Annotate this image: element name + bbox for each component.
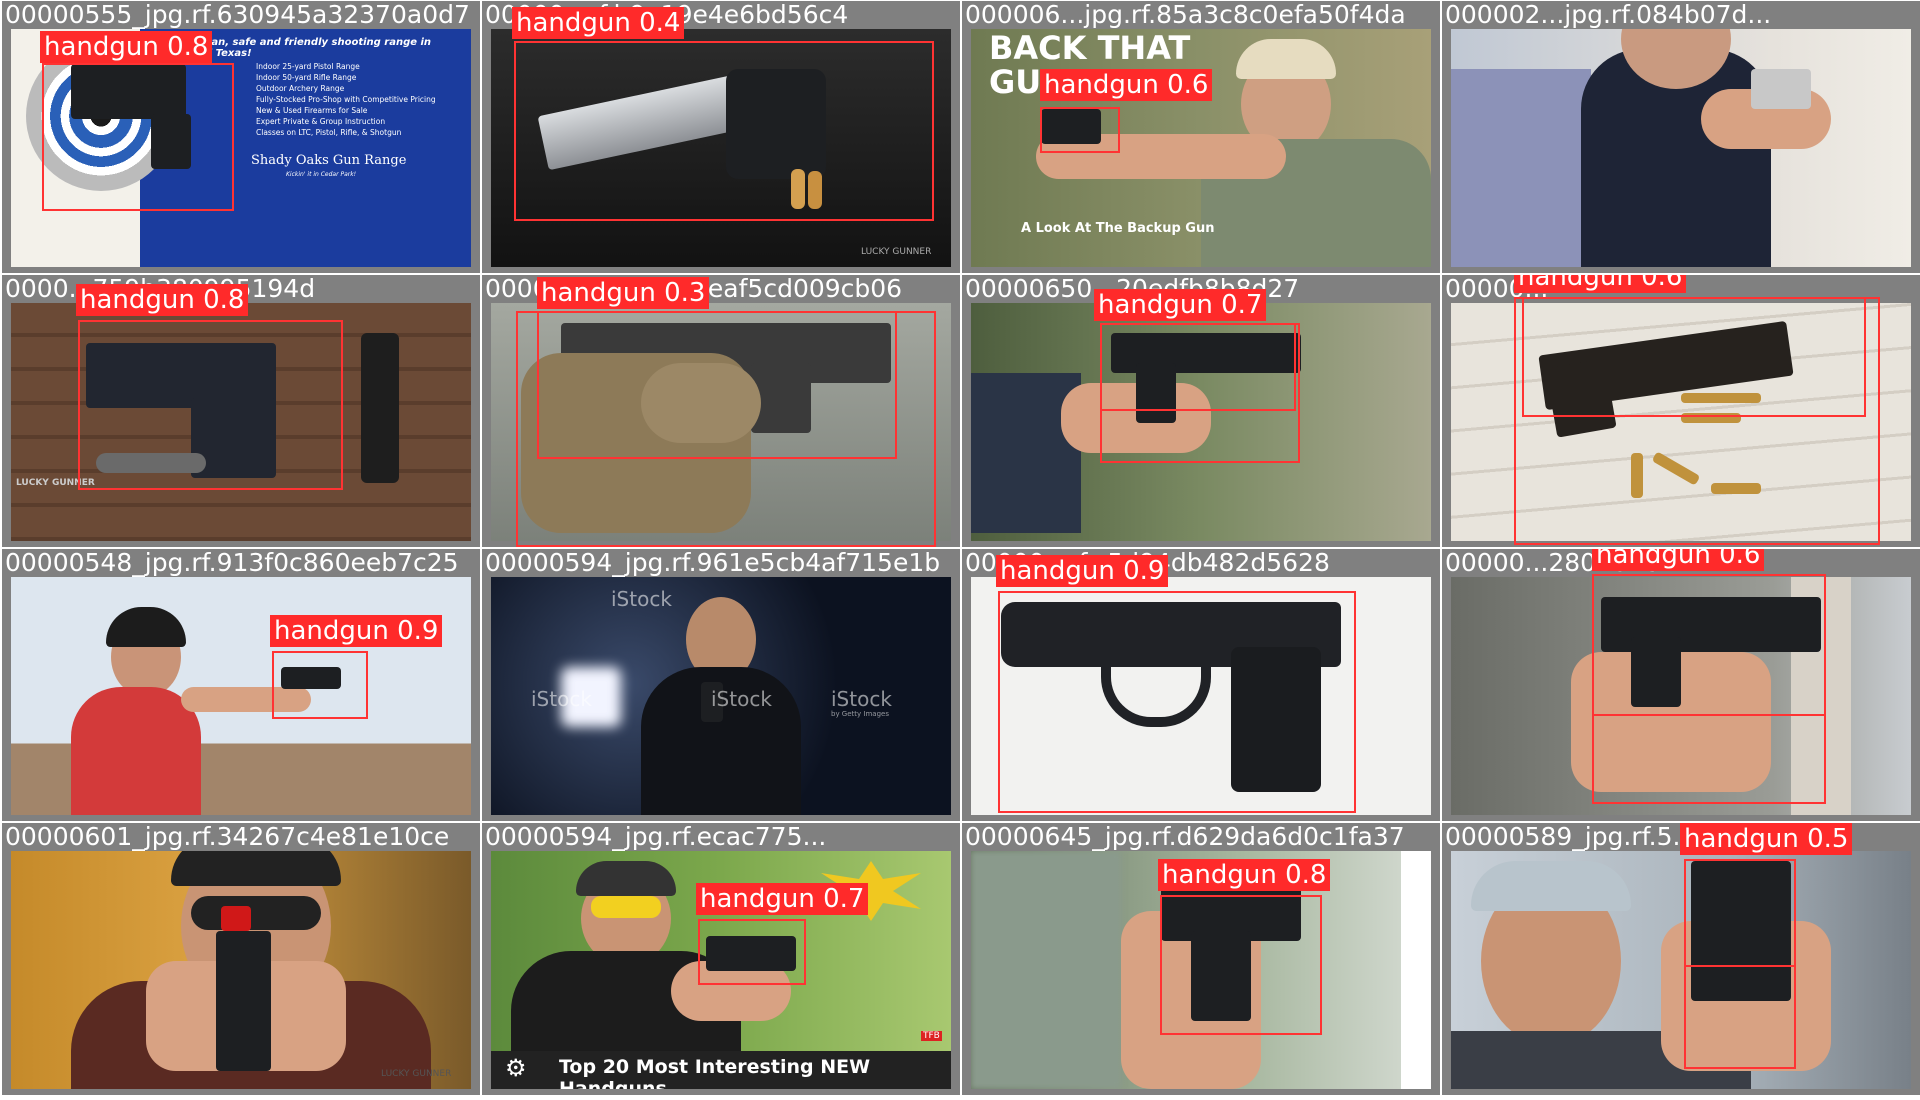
watermark: LUCKY GUNNER bbox=[861, 247, 932, 257]
watermark: LUCKY GUNNER bbox=[381, 1069, 452, 1079]
ad-headline: The clean, safe and friendly shooting ra… bbox=[171, 37, 432, 59]
tile-image: The clean, safe and friendly shooting ra… bbox=[11, 29, 471, 267]
result-tile[interactable]: 000006...jpg.rf.85a3c8c0efa50f4da BACK T… bbox=[962, 1, 1440, 273]
ad-bullets: Indoor 25-yard Pistol Range Indoor 50-yar… bbox=[256, 62, 436, 137]
ad-brand: Shady Oaks Gun Range bbox=[251, 153, 407, 168]
tile-image bbox=[491, 303, 951, 541]
bounding-box bbox=[1514, 297, 1880, 545]
channel-badge: TFB bbox=[921, 1031, 942, 1041]
tile-image bbox=[1451, 303, 1911, 541]
result-tile[interactable]: 00000...jpg.rf.391eaf5cd009cb06 handgun … bbox=[482, 275, 960, 547]
video-caption: A Look At The Backup Gun bbox=[1021, 221, 1215, 236]
tile-image: LUCKY GUNNER bbox=[11, 303, 471, 541]
result-tile[interactable]: 00000555_jpg.rf.630945a32370a0d7 The cle… bbox=[2, 1, 480, 273]
detection-label: handgun 0.4 bbox=[512, 7, 685, 39]
detection-label: handgun 0.3 bbox=[537, 277, 710, 309]
watermark: iStock bbox=[711, 687, 772, 711]
bounding-box bbox=[42, 63, 234, 211]
watermark-sub: by Getty Images bbox=[831, 710, 889, 718]
video-banner: Top 20 Most Interesting NEW Handguns bbox=[559, 1056, 871, 1089]
detection-label: handgun 0.8 bbox=[40, 31, 213, 63]
detection-label: handgun 0.9 bbox=[270, 615, 443, 647]
tile-image bbox=[1451, 29, 1911, 267]
result-tile[interactable]: 00000...28040167 handgun 0.6 bbox=[1442, 549, 1920, 821]
tile-image: BACK THAT GU A Look At The Backup Gun bbox=[971, 29, 1431, 267]
bounding-box bbox=[1100, 323, 1300, 463]
detection-label: handgun 0.7 bbox=[1094, 289, 1267, 321]
bounding-box bbox=[514, 41, 934, 221]
tile-image: iStock iStock iStock iStock by Getty Ima… bbox=[491, 577, 951, 815]
detection-label: handgun 0.6 bbox=[1040, 69, 1213, 101]
gear-icon: ⚙ bbox=[505, 1054, 527, 1082]
detection-label: handgun 0.8 bbox=[76, 284, 249, 316]
result-tile[interactable]: 00000...rf.b9a19e4e6bd56c4 LUCKY GUNNER … bbox=[482, 1, 960, 273]
ad-tagline: Kickin' it in Cedar Park! bbox=[286, 171, 357, 178]
bounding-box bbox=[998, 591, 1356, 813]
tile-image bbox=[11, 577, 471, 815]
tile-filename: 000006...jpg.rf.85a3c8c0efa50f4da bbox=[965, 1, 1406, 29]
result-tile[interactable]: 00000645_jpg.rf.d629da6d0c1fa37 handgun … bbox=[962, 823, 1440, 1095]
watermark: iStock bbox=[831, 687, 892, 711]
result-tile[interactable]: 000002...jpg.rf.084b07d... bbox=[1442, 1, 1920, 273]
video-title: BACK THAT GU bbox=[989, 29, 1191, 101]
result-tile[interactable]: 0000...759b380995194d LUCKY GUNNER handg… bbox=[2, 275, 480, 547]
watermark: iStock bbox=[531, 687, 592, 711]
result-tile[interactable]: 00000594_jpg.rf.ecac775... Top 20 Most I… bbox=[482, 823, 960, 1095]
bounding-box bbox=[1160, 895, 1322, 1035]
tile-filename: 000002...jpg.rf.084b07d... bbox=[1445, 1, 1772, 29]
tile-filename: 00000594_jpg.rf.ecac775... bbox=[485, 823, 827, 851]
tile-filename: 00000555_jpg.rf.630945a32370a0d7 bbox=[5, 1, 470, 29]
bounding-box bbox=[1684, 859, 1796, 1069]
tile-filename: 00000601_jpg.rf.34267c4e81e10ce bbox=[5, 823, 450, 851]
tile-image bbox=[971, 303, 1431, 541]
bounding-box bbox=[1592, 574, 1826, 804]
result-tile[interactable]: 00000650...20edfb8b8d27 handgun 0.7 bbox=[962, 275, 1440, 547]
tile-filename: 00000548_jpg.rf.913f0c860eeb7c25 bbox=[5, 549, 459, 577]
bounding-box bbox=[272, 651, 368, 719]
watermark: LUCKY GUNNER bbox=[16, 478, 95, 488]
tile-image: LUCKY GUNNER bbox=[11, 851, 471, 1089]
tile-filename: 00000594_jpg.rf.961e5cb4af715e1b bbox=[485, 549, 941, 577]
detection-label: handgun 0.8 bbox=[1158, 859, 1331, 891]
result-tile[interactable]: 00000589_jpg.rf.5...08fefe handgun 0.5 bbox=[1442, 823, 1920, 1095]
tile-image: LUCKY GUNNER bbox=[491, 29, 951, 267]
bounding-box bbox=[537, 311, 897, 459]
watermark: iStock bbox=[611, 587, 672, 611]
result-tile[interactable]: 00000548_jpg.rf.913f0c860eeb7c25 handgun… bbox=[2, 549, 480, 821]
tile-image bbox=[1451, 851, 1911, 1089]
tile-image bbox=[1451, 577, 1911, 815]
bounding-box bbox=[1040, 107, 1120, 153]
detection-label: handgun 0.7 bbox=[696, 883, 869, 915]
tile-filename: 00000645_jpg.rf.d629da6d0c1fa37 bbox=[965, 823, 1405, 851]
result-tile[interactable]: 00000601_jpg.rf.34267c4e81e10ce LUCKY GU… bbox=[2, 823, 480, 1095]
detection-label: handgun 0.6 bbox=[1514, 275, 1687, 293]
result-tile[interactable]: 00000594_jpg.rf.961e5cb4af715e1b iStock … bbox=[482, 549, 960, 821]
result-tile[interactable]: 00000...rf.c5d94db482d5628 handgun 0.9 bbox=[962, 549, 1440, 821]
detection-label: handgun 0.6 bbox=[1592, 549, 1765, 571]
bounding-box bbox=[698, 919, 806, 985]
result-tile[interactable]: 00000... handgun 0.6 bbox=[1442, 275, 1920, 547]
detection-label: handgun 0.5 bbox=[1680, 823, 1853, 855]
detection-label: handgun 0.9 bbox=[996, 555, 1169, 587]
bounding-box bbox=[78, 320, 343, 490]
